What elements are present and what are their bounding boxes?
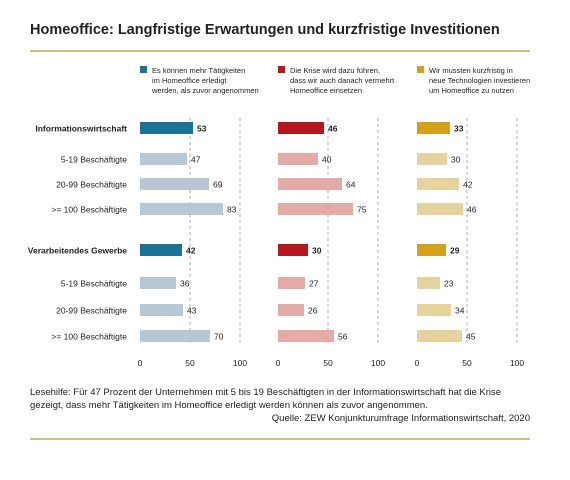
value-label-3-7: 34 bbox=[455, 306, 465, 316]
category-label-5: Verarbeitendes Gewerbe bbox=[28, 246, 127, 256]
category-label-8: >= 100 Beschäftigte bbox=[51, 332, 127, 342]
bar-2-5 bbox=[278, 244, 308, 256]
value-label-3-1: 33 bbox=[454, 124, 464, 134]
x-tick-label-3-50: 50 bbox=[462, 358, 472, 368]
value-label-3-5: 29 bbox=[450, 246, 460, 256]
bottom-rule bbox=[30, 438, 530, 440]
value-label-1-7: 43 bbox=[187, 306, 197, 316]
legend-swatch-1 bbox=[140, 66, 147, 73]
value-label-2-2: 40 bbox=[322, 155, 332, 165]
bar-3-2 bbox=[417, 153, 447, 165]
bar-1-5 bbox=[140, 244, 182, 256]
bar-2-1 bbox=[278, 122, 324, 134]
bar-2-6 bbox=[278, 277, 305, 289]
category-label-6: 5-19 Beschäftigte bbox=[61, 279, 127, 289]
legend-label-1-line-1: Es können mehr Tätigkeiten bbox=[152, 66, 245, 75]
value-label-1-2: 47 bbox=[191, 155, 201, 165]
bar-1-4 bbox=[140, 203, 223, 215]
bar-2-2 bbox=[278, 153, 318, 165]
category-label-7: 20-99 Beschäftigte bbox=[56, 306, 127, 316]
source-note: Quelle: ZEW Konjunkturumfrage Informatio… bbox=[271, 413, 530, 424]
value-label-1-4: 83 bbox=[227, 205, 237, 215]
category-label-1: Informationswirtschaft bbox=[35, 124, 127, 134]
legend-swatch-3 bbox=[417, 66, 424, 73]
bar-2-4 bbox=[278, 203, 353, 215]
x-tick-label-2-100: 100 bbox=[371, 358, 385, 368]
category-label-4: >= 100 Beschäftigte bbox=[51, 205, 127, 215]
value-label-2-7: 26 bbox=[308, 306, 318, 316]
reading-note: Lesehilfe: Für 47 Prozent der Unternehme… bbox=[30, 387, 502, 411]
category-label-3: 20-99 Beschäftigte bbox=[56, 180, 127, 190]
bar-3-8 bbox=[417, 330, 462, 342]
legend-label-2-line-1: Die Krise wird dazu führen, bbox=[290, 66, 380, 75]
value-label-2-4: 75 bbox=[357, 205, 367, 215]
bar-1-6 bbox=[140, 277, 176, 289]
value-label-3-6: 23 bbox=[444, 279, 454, 289]
value-label-1-3: 69 bbox=[213, 180, 223, 190]
x-tick-label-3-100: 100 bbox=[510, 358, 524, 368]
value-label-3-3: 42 bbox=[463, 180, 473, 190]
legend-label-1-line-2: im Homeoffice erledigt bbox=[152, 76, 227, 85]
legend-label-3-line-3: um Homeoffice zu nutzen bbox=[429, 86, 514, 95]
bar-3-4 bbox=[417, 203, 463, 215]
x-tick-label-2-50: 50 bbox=[323, 358, 333, 368]
legend-swatch-2 bbox=[278, 66, 285, 73]
value-label-2-3: 64 bbox=[346, 180, 356, 190]
bar-1-1 bbox=[140, 122, 193, 134]
chart-title: Homeoffice: Langfristige Erwartungen und… bbox=[30, 22, 500, 38]
value-label-2-1: 46 bbox=[328, 124, 338, 134]
bar-3-7 bbox=[417, 304, 451, 316]
value-label-2-8: 56 bbox=[338, 332, 348, 342]
value-label-2-5: 30 bbox=[312, 246, 322, 256]
legend-label-1-line-3: werden, als zuvor angenommen bbox=[151, 86, 259, 95]
bar-1-7 bbox=[140, 304, 183, 316]
x-tick-label-1-50: 50 bbox=[185, 358, 195, 368]
bar-2-7 bbox=[278, 304, 304, 316]
x-tick-label-2-0: 0 bbox=[276, 358, 281, 368]
legend-label-3-line-2: neue Technologien investieren bbox=[429, 76, 530, 85]
x-tick-label-1-100: 100 bbox=[233, 358, 247, 368]
x-tick-label-3-0: 0 bbox=[415, 358, 420, 368]
legend-label-3-line-1: Wir mussten kurzfristig in bbox=[429, 66, 513, 75]
value-label-1-5: 42 bbox=[186, 246, 196, 256]
value-label-1-6: 36 bbox=[180, 279, 190, 289]
value-label-3-8: 45 bbox=[466, 332, 476, 342]
bar-3-5 bbox=[417, 244, 446, 256]
bar-1-3 bbox=[140, 178, 209, 190]
bar-1-8 bbox=[140, 330, 210, 342]
bar-3-3 bbox=[417, 178, 459, 190]
bar-3-6 bbox=[417, 277, 440, 289]
legend-label-2-line-3: Homeoffice einsetzen bbox=[290, 86, 362, 95]
value-label-2-6: 27 bbox=[309, 279, 319, 289]
value-label-1-1: 53 bbox=[197, 124, 207, 134]
top-rule bbox=[30, 50, 530, 52]
bar-2-8 bbox=[278, 330, 334, 342]
x-tick-label-1-0: 0 bbox=[138, 358, 143, 368]
category-label-2: 5-19 Beschäftigte bbox=[61, 155, 127, 165]
value-label-3-2: 30 bbox=[451, 155, 461, 165]
value-label-1-8: 70 bbox=[214, 332, 224, 342]
bar-2-3 bbox=[278, 178, 342, 190]
bar-1-2 bbox=[140, 153, 187, 165]
bar-3-1 bbox=[417, 122, 450, 134]
legend-label-2-line-2: dass wir auch danach vermehrt bbox=[290, 76, 395, 85]
value-label-3-4: 46 bbox=[467, 205, 477, 215]
